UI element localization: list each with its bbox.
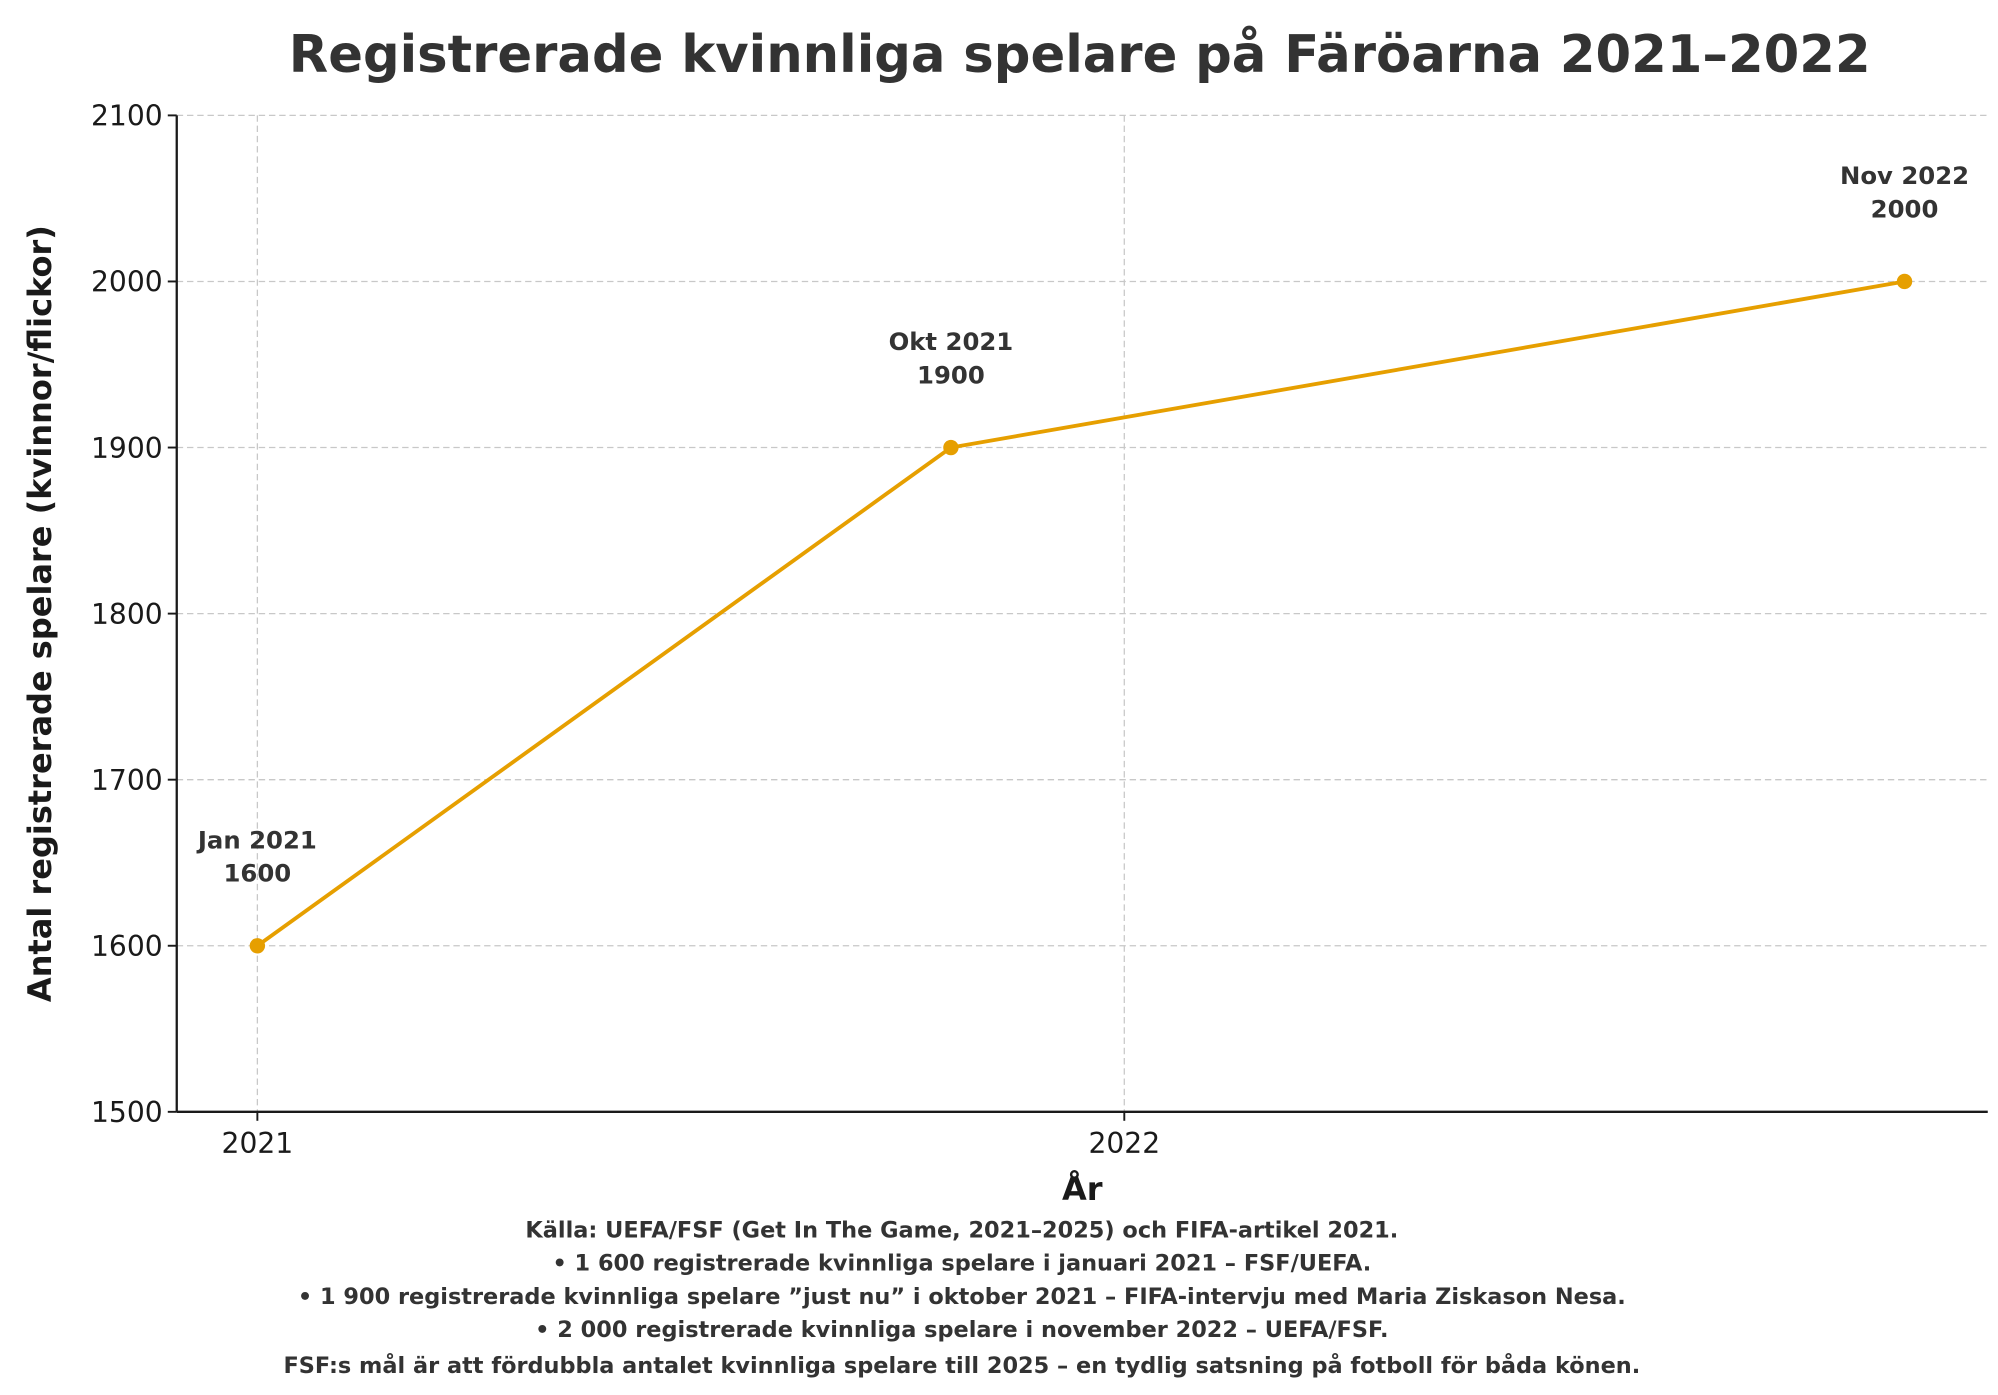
y-tick-label: 1900	[91, 432, 163, 465]
x-tick-label: 2021	[222, 1127, 294, 1160]
axes: 1500 1600 1700 1800 1900 2000 2100 2021 2022	[91, 100, 1988, 1160]
labels: Jan 2021 1600 Okt 2021 1900 Nov 2022 2000	[196, 161, 1969, 888]
series	[249, 273, 1913, 954]
grid	[176, 114, 1988, 1112]
footnote-line: Källa: UEFA/FSF (Get In The Game, 2021–2…	[525, 1217, 1398, 1243]
y-tick-label: 2000	[91, 266, 163, 299]
footnote-line: FSF:s mål är att fördubbla antalet kvinn…	[283, 1352, 1640, 1379]
y-tick-label: 1700	[91, 764, 163, 797]
x-axis-label: År	[1062, 1170, 1103, 1208]
y-tick-label: 2100	[91, 100, 163, 133]
chart-title: Registrerade kvinnliga spelare på Färöar…	[289, 25, 1871, 85]
y-tick-label: 1500	[91, 1096, 163, 1129]
data-point	[249, 938, 266, 954]
data-label-name: Nov 2022	[1840, 161, 1969, 190]
data-label-name: Jan 2021	[196, 825, 317, 854]
data-label-name: Okt 2021	[889, 327, 1014, 356]
data-label-value: 1900	[917, 360, 985, 389]
footnote: Källa: UEFA/FSF (Get In The Game, 2021–2…	[283, 1217, 1640, 1379]
footnote-line: • 1 900 registrerade kvinnliga spelare ”…	[298, 1284, 1626, 1310]
y-tick-label: 1800	[91, 598, 163, 631]
data-point	[943, 439, 959, 456]
data-label-value: 2000	[1871, 194, 1939, 223]
x-tick-label: 2022	[1088, 1127, 1160, 1160]
footnote-line: • 1 600 registrerade kvinnliga spelare i…	[552, 1251, 1371, 1277]
footnote-line: • 2 000 registrerade kvinnliga spelare i…	[535, 1317, 1388, 1343]
y-tick-label: 1600	[91, 930, 163, 963]
data-point	[1896, 273, 1913, 290]
data-label-value: 1600	[224, 859, 292, 888]
y-axis-label: Antal registrerade spelare (kvinnor/flic…	[21, 225, 59, 1002]
